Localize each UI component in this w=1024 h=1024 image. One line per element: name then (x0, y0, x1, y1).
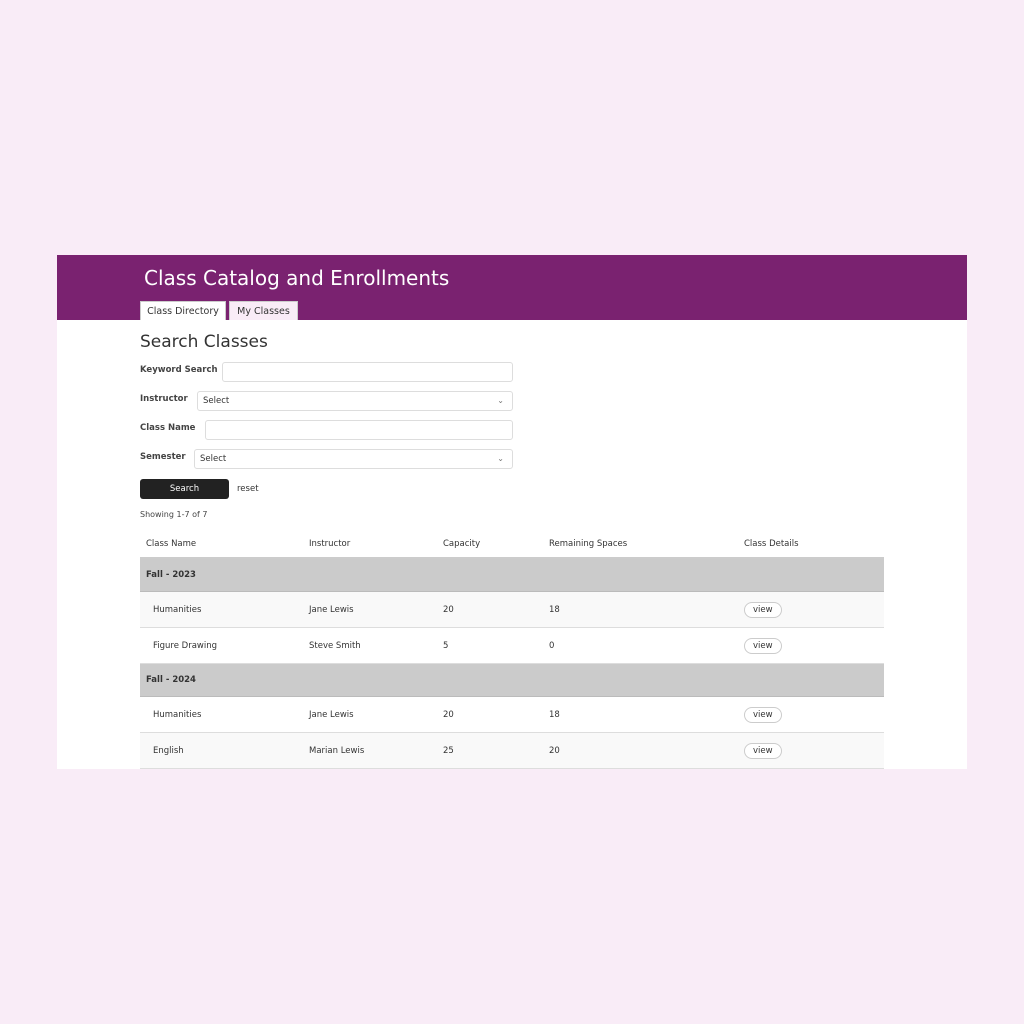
col-capacity: Capacity (443, 538, 481, 549)
tab-class-directory[interactable]: Class Directory (140, 301, 226, 320)
table-row: Humanities Jane Lewis 20 18 view (140, 592, 884, 628)
page-title: Search Classes (140, 332, 268, 352)
results-count: Showing 1-7 of 7 (140, 510, 208, 519)
instructor: Marian Lewis (309, 745, 365, 756)
chevron-down-icon: ⌄ (497, 396, 504, 405)
reset-link[interactable]: reset (237, 484, 259, 494)
col-instructor: Instructor (309, 538, 351, 549)
group-label: Fall - 2023 (146, 570, 196, 580)
instructor-label: Instructor (140, 394, 188, 404)
view-button[interactable]: view (744, 601, 782, 618)
capacity: 20 (443, 604, 454, 615)
instructor: Jane Lewis (309, 604, 354, 615)
remaining: 20 (549, 745, 560, 756)
semester-select[interactable]: Select ⌄ (194, 449, 513, 469)
chevron-down-icon: ⌄ (497, 454, 504, 463)
table-header: Class Name Instructor Capacity Remaining… (140, 530, 884, 559)
keyword-label: Keyword Search (140, 365, 218, 375)
capacity: 25 (443, 745, 454, 756)
search-button[interactable]: Search (140, 479, 229, 499)
table-row: English Marian Lewis 25 20 view (140, 733, 884, 769)
class-name: Figure Drawing (153, 640, 217, 651)
col-remaining: Remaining Spaces (549, 538, 628, 549)
view-button[interactable]: view (744, 706, 782, 723)
group-label: Fall - 2024 (146, 675, 196, 685)
tab-my-classes[interactable]: My Classes (229, 301, 298, 320)
app-title: Class Catalog and Enrollments (144, 266, 450, 290)
class-name-input[interactable] (205, 420, 513, 440)
view-button[interactable]: view (744, 742, 782, 759)
table-row: Humanities Jane Lewis 20 18 view (140, 697, 884, 733)
remaining: 18 (549, 709, 560, 720)
class-name: English (153, 745, 184, 756)
app-window: Class Catalog and Enrollments Class Dire… (57, 255, 967, 769)
semester-value: Select (200, 454, 227, 464)
class-name-label: Class Name (140, 423, 196, 433)
col-class-name: Class Name (146, 538, 197, 549)
remaining: 0 (549, 640, 555, 651)
results-table: Class Name Instructor Capacity Remaining… (140, 530, 884, 769)
table-row: Figure Drawing Steve Smith 5 0 view (140, 628, 884, 664)
class-name: Humanities (153, 709, 202, 720)
remaining: 18 (549, 604, 560, 615)
group-row: Fall - 2023 (140, 559, 884, 592)
capacity: 20 (443, 709, 454, 720)
group-row: Fall - 2024 (140, 664, 884, 697)
instructor-select[interactable]: Select ⌄ (197, 391, 513, 411)
col-class-details: Class Details (744, 538, 799, 549)
capacity: 5 (443, 640, 449, 651)
header-bar: Class Catalog and Enrollments Class Dire… (57, 255, 967, 320)
instructor: Steve Smith (309, 640, 361, 651)
view-button[interactable]: view (744, 637, 782, 654)
semester-label: Semester (140, 452, 186, 462)
keyword-search-input[interactable] (222, 362, 513, 382)
class-name: Humanities (153, 604, 202, 615)
instructor: Jane Lewis (309, 709, 354, 720)
instructor-value: Select (203, 396, 230, 406)
